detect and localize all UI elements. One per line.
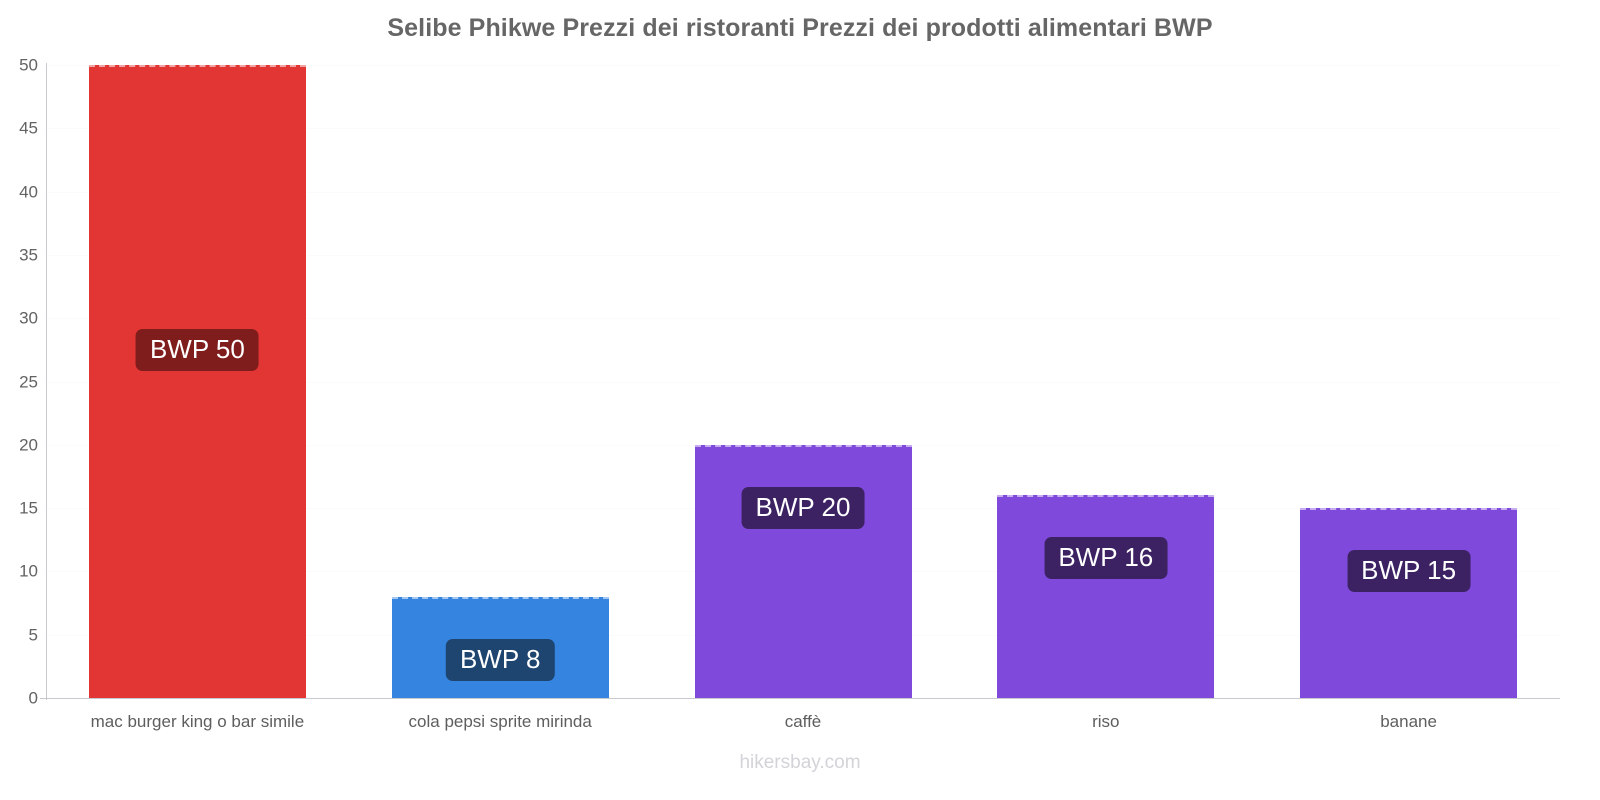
bar-value-label: BWP 20 xyxy=(741,486,865,529)
bar[interactable]: BWP 15 xyxy=(1300,508,1518,698)
x-axis-category-label: riso xyxy=(1092,712,1120,731)
bar-value-label: BWP 50 xyxy=(135,329,259,371)
x-axis-category-label: mac burger king o bar simile xyxy=(90,712,305,731)
y-axis-tick-label: 10 xyxy=(19,561,38,581)
gridline xyxy=(46,191,1560,193)
chart-title: Selibe Phikwe Prezzi dei ristoranti Prez… xyxy=(387,14,1213,42)
y-axis-tick-label: 40 xyxy=(19,182,38,202)
gridline xyxy=(46,381,1560,383)
x-axis-line xyxy=(40,698,1560,699)
y-axis-tick-label: 30 xyxy=(19,308,38,328)
gridline xyxy=(46,65,1560,66)
bar-value-label: BWP 15 xyxy=(1347,550,1471,593)
bar-rect xyxy=(997,495,1215,698)
y-axis-tick-label: 50 xyxy=(19,55,38,75)
y-axis-tick-label: 15 xyxy=(19,498,38,518)
bar-value-label: BWP 8 xyxy=(445,638,555,681)
bar[interactable]: BWP 20 xyxy=(694,444,912,698)
bar-rect xyxy=(1300,508,1518,698)
source-watermark: hikersbay.com xyxy=(739,752,861,773)
bar-rect xyxy=(88,65,306,698)
x-axis-category-label: banane xyxy=(1380,712,1437,731)
y-axis-line xyxy=(46,63,47,700)
y-axis-tick-label: 45 xyxy=(19,118,38,138)
x-axis-category-label: cola pepsi sprite mirinda xyxy=(408,712,592,731)
bar[interactable]: BWP 16 xyxy=(997,495,1215,698)
x-axis-category-label: caffè xyxy=(784,712,822,731)
bar-value-label: BWP 16 xyxy=(1044,537,1168,580)
y-axis-tick-label: 0 xyxy=(28,688,38,708)
gridline xyxy=(46,318,1560,320)
y-axis-tick-label: 25 xyxy=(19,372,38,391)
plot-area: BWP 50 BWP 8 BWP 20 BWP 16 BWP 15 xyxy=(46,65,1560,698)
y-axis-tick-label: 20 xyxy=(19,435,38,455)
gridline xyxy=(46,128,1560,130)
y-axis-tick-label: 35 xyxy=(19,245,38,265)
y-axis-tick-label: 5 xyxy=(28,625,38,645)
bar[interactable]: BWP 50 xyxy=(88,65,306,698)
gridline xyxy=(46,254,1560,256)
bar[interactable]: BWP 8 xyxy=(391,596,609,698)
